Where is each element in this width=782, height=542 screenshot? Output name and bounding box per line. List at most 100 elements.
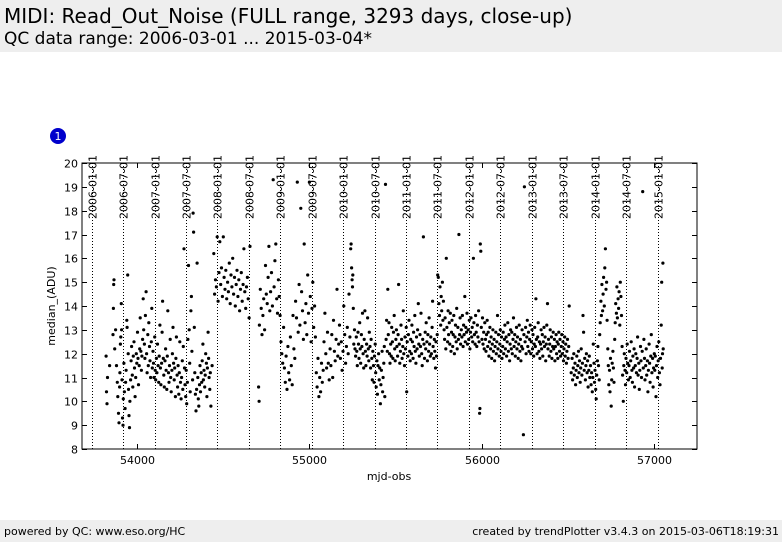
data-point [191,211,195,215]
data-point [470,335,474,339]
data-point [302,242,306,246]
data-point [265,302,269,306]
data-point [403,335,407,339]
data-point [336,354,340,358]
data-point [453,335,457,339]
data-point [229,273,233,277]
data-point [656,359,660,363]
data-point [624,356,628,360]
data-point [219,266,224,270]
data-point [245,275,249,279]
data-point [184,395,188,399]
data-point [625,371,629,375]
data-point [205,366,209,370]
data-point [611,349,615,353]
data-point [460,335,464,339]
data-point [188,390,192,394]
data-point [508,359,512,363]
data-point [380,349,384,353]
data-point [153,335,157,339]
data-point [197,404,201,408]
data-point [448,342,452,346]
data-point [582,330,586,334]
data-point [446,309,450,313]
data-point [226,290,230,294]
data-point [267,244,271,248]
data-point [581,313,585,318]
data-point [365,354,369,358]
data-point [374,371,378,375]
data-point [626,361,630,365]
data-point [382,344,386,349]
data-point [170,368,174,372]
data-point [111,306,115,310]
data-point [533,344,538,349]
data-point [414,335,419,339]
data-point [383,395,387,399]
data-point [325,330,330,334]
data-point [200,359,204,363]
data-point [201,342,205,346]
data-point [421,337,425,341]
data-point [143,356,147,360]
data-point [312,325,316,329]
data-point [533,325,537,329]
data-point [412,344,416,349]
data-point [587,354,591,358]
data-point [176,385,180,389]
data-point [402,352,406,356]
data-point [409,337,413,341]
data-point [569,371,573,375]
data-point [539,342,543,346]
data-point [429,335,433,339]
data-point [451,344,455,349]
data-point [273,259,277,263]
data-point [548,328,552,332]
date-marker-label: 2011-07-01 [432,155,445,219]
data-point [304,302,308,306]
data-point [471,340,475,344]
data-point [202,368,206,372]
data-point [579,347,583,351]
data-point [626,378,631,382]
data-point [400,356,404,360]
data-point [355,349,359,353]
data-point [598,333,602,337]
data-point [643,378,647,382]
series-badge: 1 [50,128,66,144]
data-point [506,321,510,325]
data-point [209,404,213,408]
data-point [473,342,477,346]
data-point [194,409,198,413]
data-point [309,340,313,344]
data-point [349,247,353,251]
data-point [435,333,439,337]
data-point [412,330,416,334]
data-point [179,397,183,401]
data-point [282,366,286,370]
data-point [135,361,139,365]
data-point [131,354,135,358]
data-point [374,385,378,389]
data-point [356,342,361,346]
date-marker-label: 2006-07-01 [118,155,131,219]
data-point [379,383,383,387]
data-point [157,380,161,384]
data-point [523,340,527,344]
data-point [468,347,472,351]
data-point [397,282,401,287]
data-point [189,309,193,313]
data-point [518,337,523,341]
data-point [166,309,170,313]
data-point [613,321,617,325]
data-point [376,364,380,368]
data-point [611,366,616,370]
data-point [134,352,138,356]
data-point [332,349,336,353]
data-point [372,354,377,358]
data-point [594,397,598,401]
data-point [393,347,397,351]
data-point [375,392,379,396]
data-point [444,347,448,351]
data-point [495,313,500,318]
